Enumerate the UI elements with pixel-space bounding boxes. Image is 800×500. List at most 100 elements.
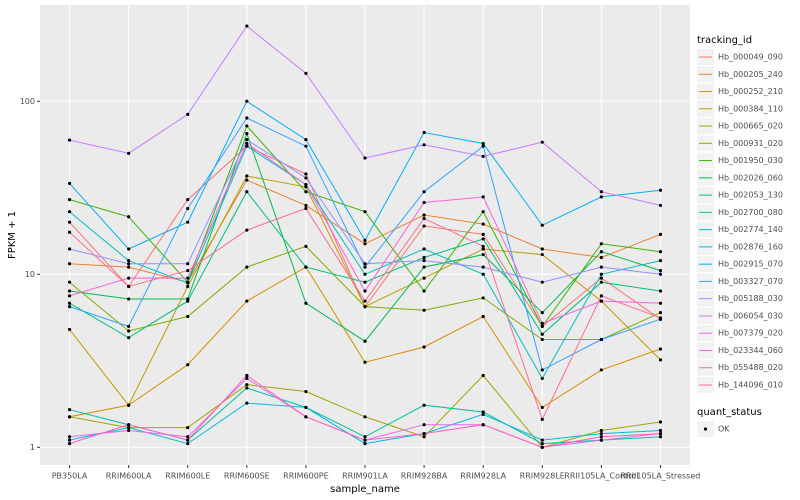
data-point	[67, 247, 72, 251]
data-point	[245, 386, 249, 390]
data-point	[304, 172, 308, 176]
data-point	[481, 272, 485, 276]
data-point	[304, 176, 308, 180]
data-point	[67, 301, 72, 305]
data-point	[599, 276, 603, 280]
data-point	[186, 442, 190, 446]
data-point	[481, 423, 485, 427]
data-point	[67, 442, 72, 446]
data-point	[599, 299, 603, 303]
x-tick-label: RRII105LA_Stressed	[621, 472, 701, 481]
y-axis-title: FPKM + 1	[7, 211, 18, 259]
data-point	[245, 401, 249, 405]
data-point	[67, 415, 72, 419]
data-point	[67, 262, 72, 266]
data-point	[363, 265, 367, 269]
data-point	[422, 265, 426, 269]
data-point	[540, 445, 544, 449]
data-point	[658, 272, 663, 276]
data-point	[245, 116, 249, 120]
legend-label: Hb_000384_110	[718, 104, 783, 113]
legend-title: tracking_id	[697, 35, 752, 46]
legend-label: Hb_003327_070	[718, 277, 783, 286]
x-tick-label: RRIM928LE	[520, 472, 565, 481]
data-point	[599, 428, 603, 433]
data-point	[540, 324, 544, 328]
data-point	[481, 210, 485, 214]
data-point	[363, 238, 367, 242]
x-tick-label: RRIM600SE	[224, 472, 270, 481]
legend-label: Hb_006054_030	[718, 311, 783, 320]
data-point	[186, 220, 190, 224]
data-point	[363, 299, 367, 303]
data-point	[599, 337, 603, 342]
data-point	[127, 324, 131, 328]
data-point	[67, 230, 72, 234]
legend-label: OK	[718, 425, 730, 434]
data-point	[186, 198, 190, 202]
data-point	[245, 190, 249, 194]
data-point	[304, 301, 308, 305]
data-point	[540, 280, 544, 284]
data-point	[245, 138, 249, 142]
data-point	[422, 345, 426, 349]
data-point	[127, 215, 131, 219]
data-point	[481, 265, 485, 269]
data-point	[245, 178, 249, 182]
data-point	[304, 389, 308, 394]
data-point	[599, 435, 603, 439]
data-point	[186, 363, 190, 367]
x-tick-label: RRIM600PE	[283, 472, 329, 481]
data-point	[304, 405, 308, 410]
data-point	[599, 250, 603, 254]
data-point	[363, 280, 367, 284]
data-point	[363, 435, 367, 439]
data-point	[422, 130, 426, 135]
data-point	[67, 181, 72, 186]
data-point	[481, 373, 485, 378]
data-point	[245, 299, 249, 303]
data-point	[540, 311, 544, 315]
data-point	[481, 237, 485, 241]
data-point	[481, 195, 485, 199]
legend-label: Hb_002053_130	[718, 191, 783, 200]
data-point	[658, 232, 663, 236]
data-point	[363, 210, 367, 214]
data-point	[658, 258, 663, 263]
data-point	[186, 281, 190, 285]
data-point	[363, 339, 367, 343]
data-point	[67, 327, 72, 332]
data-point	[304, 138, 308, 142]
legend-swatch	[703, 427, 708, 431]
data-point	[245, 174, 249, 178]
data-point	[481, 232, 485, 236]
legend-label: Hb_144096_010	[718, 381, 783, 390]
data-point	[599, 438, 603, 442]
data-point	[599, 265, 603, 269]
data-point	[245, 265, 249, 269]
y-tick-label: 100	[20, 97, 35, 106]
legend-label: Hb_000205_240	[718, 70, 783, 79]
x-tick-label: PB350LA	[52, 472, 88, 481]
data-point	[658, 250, 663, 254]
data-point	[363, 305, 367, 309]
data-point	[540, 223, 544, 227]
data-point	[186, 206, 190, 211]
data-point	[363, 156, 367, 160]
data-point	[599, 255, 603, 260]
data-point	[245, 141, 249, 146]
data-point	[540, 140, 544, 144]
x-tick-label: RRII105LA_Control	[564, 472, 638, 481]
data-point	[67, 280, 72, 284]
data-point	[540, 252, 544, 257]
data-point	[422, 224, 426, 228]
data-point	[481, 244, 485, 248]
data-point	[127, 425, 131, 430]
data-point	[658, 301, 663, 305]
data-point	[304, 185, 308, 189]
data-point	[304, 265, 308, 269]
x-tick-label: RRIM600LE	[165, 472, 210, 481]
legend-label: Hb_002915_070	[718, 260, 783, 269]
data-point	[422, 423, 426, 427]
data-point	[245, 373, 249, 378]
